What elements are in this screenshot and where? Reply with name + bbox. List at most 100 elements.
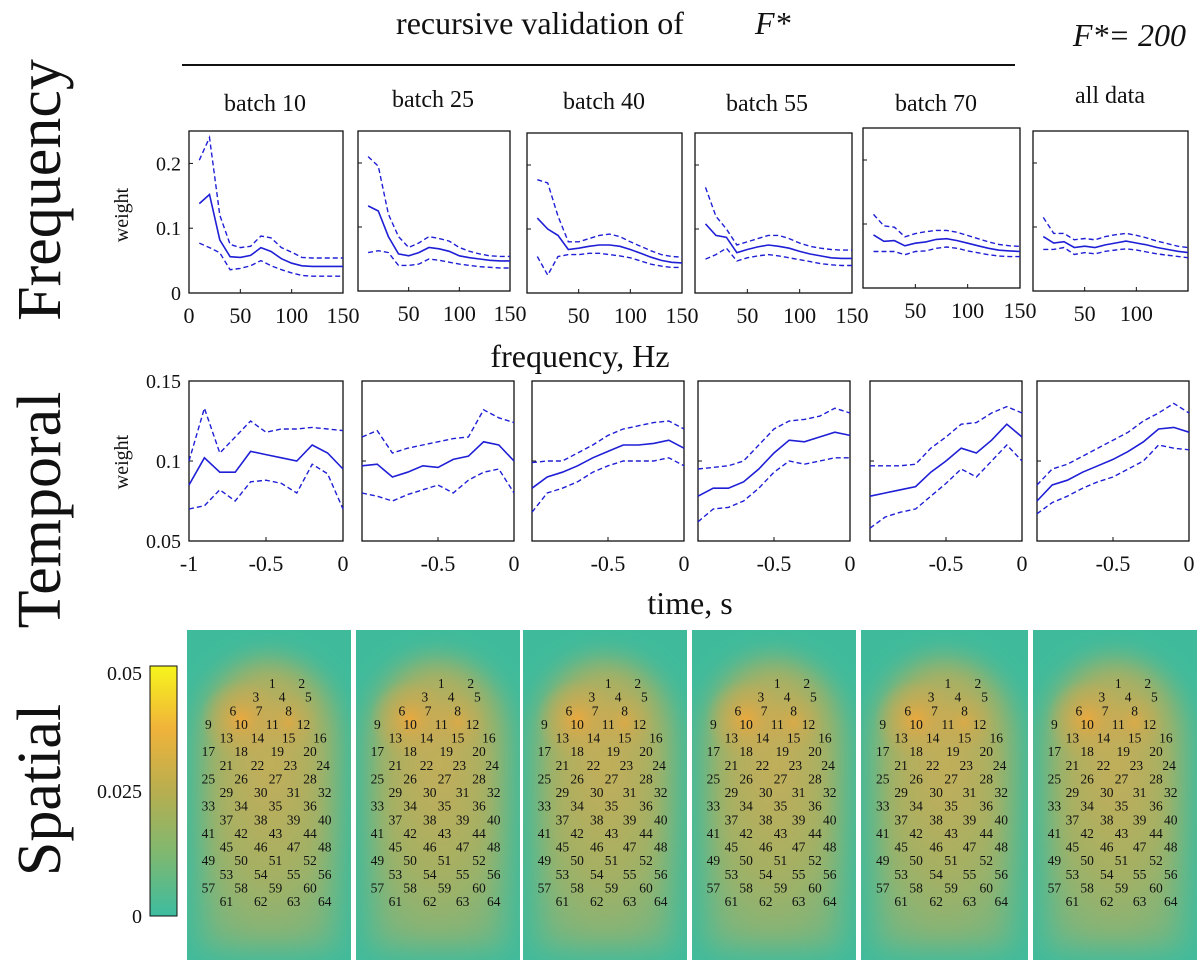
electrode-label: 55 [623, 867, 637, 882]
electrode-label: 62 [590, 894, 604, 909]
electrode-label: 1 [605, 676, 612, 691]
plot-frame [361, 380, 515, 542]
electrode-label: 20 [1149, 744, 1163, 759]
electrode-label: 20 [980, 744, 994, 759]
x-tick-label: 0 [509, 551, 520, 576]
electrode-label: 12 [973, 717, 987, 732]
electrode-label: 22 [587, 758, 601, 773]
electrode-label: 48 [654, 840, 668, 855]
electrode-label: 46 [254, 840, 268, 855]
electrode-label: 23 [1130, 758, 1144, 773]
electrode-label: 14 [756, 731, 770, 746]
batch-label: batch 40 [563, 89, 645, 115]
plot-frame [697, 380, 851, 542]
electrode-label: 32 [318, 785, 332, 800]
electrode-label: 23 [620, 758, 634, 773]
electrode-label: 17 [707, 744, 721, 759]
electrode-label: 53 [556, 867, 570, 882]
electrode-label: 18 [1080, 744, 1094, 759]
electrode-label: 31 [963, 785, 977, 800]
electrode-label: 8 [790, 703, 797, 718]
electrode-label: 8 [454, 703, 461, 718]
activation-hotspot [1105, 692, 1165, 753]
electrode-label: 44 [639, 826, 653, 841]
activation-hotspot [1046, 679, 1129, 759]
electrode-label: 62 [423, 894, 437, 909]
electrode-label: 56 [654, 867, 668, 882]
lower-bound-line [697, 457, 850, 523]
electrode-label: 63 [456, 894, 470, 909]
electrode-label: 35 [605, 799, 619, 814]
upper-bound-line [188, 405, 344, 462]
map-field [705, 659, 843, 951]
colorbar-tick-label: 0.05 [107, 663, 142, 685]
map-field [874, 659, 1015, 951]
electrode-label: 11 [435, 717, 448, 732]
electrode-label: 29 [894, 785, 908, 800]
electrode-label: 33 [538, 799, 552, 814]
electrode-label: 25 [876, 771, 890, 786]
electrode-label: 51 [605, 853, 619, 868]
electrode-label: 13 [220, 731, 234, 746]
electrode-label: 41 [876, 826, 890, 841]
electrode-label: 64 [823, 894, 837, 909]
electrode-label: 22 [420, 758, 434, 773]
electrode-label: 62 [1100, 894, 1114, 909]
electrode-label: 61 [894, 894, 908, 909]
x-tick-label: 50 [229, 303, 251, 328]
electrode-label: 8 [1131, 703, 1138, 718]
electrode-label: 56 [995, 867, 1009, 882]
map-field [1046, 659, 1184, 951]
electrode-label: 9 [710, 717, 717, 732]
colorbar-tick-label: 0.025 [97, 781, 142, 803]
upper-bound-line [361, 408, 515, 454]
electrode-label: 29 [1066, 785, 1080, 800]
electrode-label: 53 [725, 867, 739, 882]
electrode-label: 5 [641, 690, 648, 705]
electrode-label: 59 [1115, 880, 1129, 895]
electrode-label: 23 [453, 758, 467, 773]
electrode-label: 37 [725, 812, 739, 827]
electrode-label: 17 [202, 744, 216, 759]
electrode-label: 21 [389, 758, 403, 773]
electrode-label: 27 [774, 771, 788, 786]
activation-hotspot [259, 692, 319, 753]
plot-frame [526, 132, 683, 294]
electrode-label: 24 [993, 758, 1007, 773]
mean-weight-line [869, 423, 1023, 497]
electrode-label: 54 [590, 867, 604, 882]
electrode-label: 1 [1115, 676, 1122, 691]
electrode-label: 32 [1164, 785, 1178, 800]
electrode-label: 12 [633, 717, 647, 732]
electrode-label: 62 [759, 894, 773, 909]
upper-bound-line [1042, 217, 1189, 249]
electrode-label: 45 [1066, 840, 1080, 855]
electrode-label: 27 [605, 771, 619, 786]
electrode-label: 15 [958, 731, 972, 746]
electrode-label: 6 [566, 703, 573, 718]
temporal-panels: -1 -0.5 0 -0.5 0 -0.5 0 -0.5 0 -0.5 0 -0.5 0 [180, 380, 1195, 576]
panel-batch-70: -0.5 0 [869, 380, 1028, 576]
electrode-label: 9 [205, 717, 212, 732]
electrode-label: 31 [456, 785, 470, 800]
electrode-label: 62 [254, 894, 268, 909]
electrode-label: 54 [759, 867, 773, 882]
mean-weight-line [1036, 426, 1190, 502]
electrode-label: 53 [1066, 867, 1080, 882]
electrode-label: 6 [1076, 703, 1083, 718]
y-tick-label: 0.1 [156, 218, 181, 240]
plot-frame [188, 130, 344, 294]
electrode-label: 52 [1149, 853, 1163, 868]
electrode-label: 21 [894, 758, 908, 773]
electrode-label: 10 [403, 717, 417, 732]
mean-weight-line [704, 223, 852, 260]
x-tick-label: -0.5 [591, 551, 626, 576]
electrode-label: 60 [639, 880, 653, 895]
panel-batch-55: 50 100 150 [694, 132, 869, 328]
plot-frame [1032, 130, 1189, 292]
electrode-label: 8 [285, 703, 292, 718]
electrode-label: 48 [1164, 840, 1178, 855]
